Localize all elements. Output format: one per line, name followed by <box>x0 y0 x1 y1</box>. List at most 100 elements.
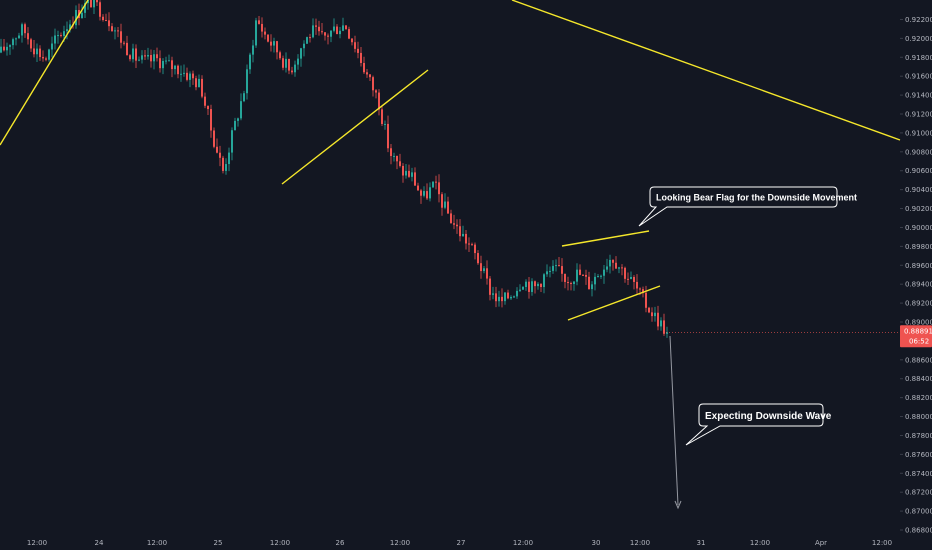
candle <box>81 12 83 19</box>
candle <box>201 78 203 97</box>
candle <box>171 60 173 70</box>
candle <box>240 101 242 119</box>
callout-text: Expecting Downside Wave <box>705 411 832 422</box>
y-tick-label: 0.89800 <box>905 243 932 251</box>
trendline[interactable] <box>0 0 89 146</box>
candle <box>246 69 248 94</box>
candle <box>300 48 302 59</box>
candle <box>108 20 110 27</box>
candle <box>207 105 209 110</box>
candle <box>342 25 344 31</box>
candle <box>27 33 29 40</box>
candle <box>585 274 587 277</box>
x-tick-label: 12:00 <box>147 539 167 547</box>
y-tick-label: 0.88200 <box>905 394 932 402</box>
candle <box>378 92 380 110</box>
candle <box>318 26 320 32</box>
candle <box>390 148 392 156</box>
candle <box>141 55 143 60</box>
candle <box>303 43 305 49</box>
candle <box>558 265 560 267</box>
y-tick-label: 0.91400 <box>905 92 932 100</box>
candle <box>414 172 416 186</box>
candle <box>666 332 668 334</box>
candle <box>327 35 329 37</box>
candle <box>48 49 50 60</box>
x-tick-label: 31 <box>697 539 706 547</box>
candle <box>405 170 407 176</box>
candle <box>219 152 221 158</box>
candle <box>363 62 365 73</box>
candle <box>408 170 410 177</box>
candle <box>237 118 239 121</box>
candle <box>216 146 218 153</box>
candle <box>357 48 359 53</box>
candle <box>0 46 2 53</box>
candle <box>528 281 530 292</box>
candle <box>453 223 455 225</box>
callout-box <box>638 186 838 227</box>
candle <box>231 130 233 153</box>
y-tick-label: 0.89400 <box>905 281 932 289</box>
candle <box>30 39 32 49</box>
candle <box>183 72 185 74</box>
y-tick-label: 0.92000 <box>905 35 932 43</box>
x-tick-label: 25 <box>214 539 223 547</box>
y-tick-label: 0.91000 <box>905 129 932 137</box>
candle <box>174 65 176 70</box>
candle <box>438 182 440 195</box>
candle <box>387 123 389 149</box>
candle <box>435 181 437 183</box>
candle <box>501 296 503 302</box>
candle <box>606 266 608 270</box>
candle <box>561 266 563 274</box>
candle <box>69 24 71 30</box>
candle <box>243 93 245 102</box>
candle <box>339 30 341 35</box>
candle <box>507 292 509 299</box>
callout[interactable]: Looking Bear Flag for the Downside Movem… <box>638 186 857 227</box>
candle <box>90 0 92 8</box>
candle <box>270 41 272 46</box>
candle <box>573 281 575 284</box>
x-tick-label: 26 <box>336 539 345 547</box>
candle <box>102 16 104 21</box>
y-tick-label: 0.91600 <box>905 73 932 81</box>
candle <box>384 123 386 125</box>
candle <box>54 35 56 44</box>
countdown-label: 06:52 <box>909 337 929 345</box>
candle <box>138 59 140 61</box>
candle <box>168 60 170 62</box>
candle <box>612 259 614 263</box>
price-axis: 0.92200 0.92000 0.91800 0.91600 0.91400 0.912… <box>900 16 932 535</box>
y-tick-label: 0.88000 <box>905 413 932 421</box>
trendline[interactable] <box>281 69 429 185</box>
candle <box>588 276 590 290</box>
candle <box>660 320 662 327</box>
candle <box>75 10 77 26</box>
candle <box>249 54 251 70</box>
candle <box>288 58 290 71</box>
y-tick-label: 0.87600 <box>905 451 932 459</box>
trendline[interactable] <box>567 285 661 321</box>
candle <box>366 72 368 75</box>
candle <box>543 274 545 288</box>
candle <box>540 283 542 288</box>
candle <box>156 54 158 59</box>
y-tick-label: 0.90200 <box>905 205 932 213</box>
projection-arrow <box>669 335 682 510</box>
x-tick-label: 12:00 <box>513 539 533 547</box>
candle <box>297 58 299 65</box>
candle <box>330 30 332 37</box>
trendline[interactable] <box>561 230 650 247</box>
callout[interactable]: Expecting Downside Wave <box>685 403 832 446</box>
candle <box>486 268 488 279</box>
candle <box>159 58 161 69</box>
candle <box>6 46 8 51</box>
trendline[interactable] <box>511 0 901 141</box>
candle <box>33 48 35 55</box>
candle <box>258 20 260 24</box>
candle <box>393 155 395 157</box>
